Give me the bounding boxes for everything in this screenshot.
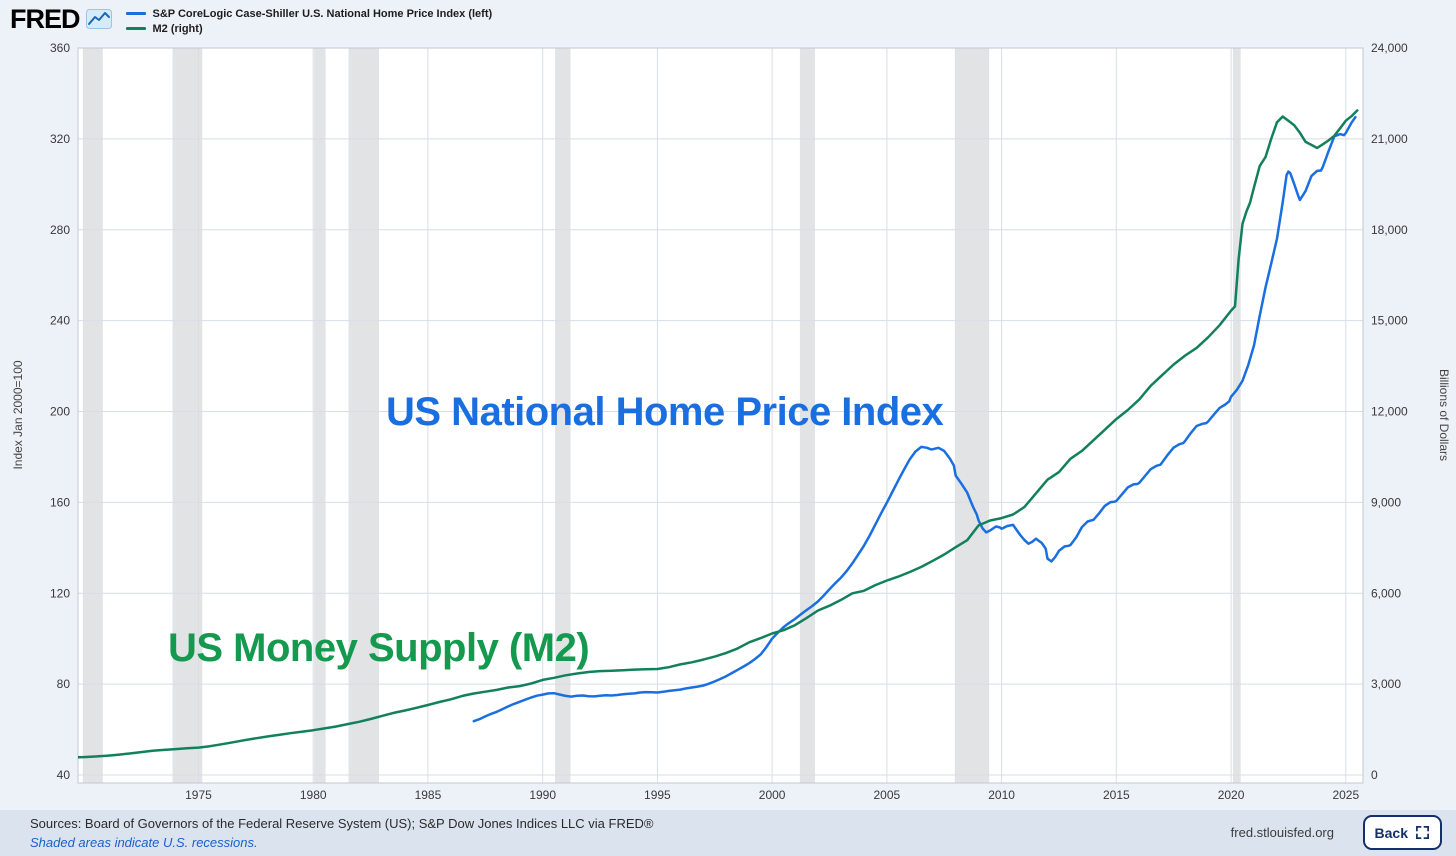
recession-band <box>1232 48 1241 783</box>
recession-band <box>348 48 379 783</box>
y-axis-left-tick-label: 160 <box>50 495 70 509</box>
recession-band <box>82 48 103 783</box>
sources-text: Sources: Board of Governors of the Feder… <box>30 816 654 831</box>
series-line-case-shiller <box>472 115 1357 723</box>
right-axis-title: Billions of Dollars <box>1437 369 1451 461</box>
annotation-money-supply: US Money Supply (M2) <box>168 626 590 670</box>
plot-background <box>78 48 1363 783</box>
y-axis-left-tick-label: 120 <box>50 586 70 600</box>
recession-band <box>799 48 815 783</box>
x-axis-tick-label: 1985 <box>415 788 442 802</box>
y-axis-right-tick-label: 0 <box>1371 768 1378 782</box>
back-button[interactable]: Back <box>1362 815 1442 850</box>
fred-logo[interactable]: FRED <box>10 4 80 34</box>
plot-border <box>77 47 1364 784</box>
x-axis-tick-label: 1990 <box>529 788 556 802</box>
y-axis-left-tick-label: 280 <box>50 223 70 237</box>
legend-swatch-m2 <box>125 27 146 30</box>
x-axis-tick-label: 2015 <box>1103 788 1130 802</box>
fred-url-link[interactable]: fred.stlouisfed.org <box>1230 825 1334 840</box>
y-axis-left-tick-label: 320 <box>50 132 70 146</box>
x-axis-tick-label: 2010 <box>988 788 1015 802</box>
back-button-label: Back <box>1374 824 1408 841</box>
y-axis-right-tick-label: 21,000 <box>1371 132 1408 146</box>
y-axis-left-tick-label: 80 <box>57 677 71 691</box>
y-axis-right-tick-label: 3,000 <box>1371 677 1401 691</box>
recession-note: Shaded areas indicate U.S. recessions. <box>30 835 258 850</box>
fred-logo-chart-icon <box>85 9 112 29</box>
x-axis-tick-label: 2005 <box>874 788 901 802</box>
x-axis-tick-label: 1995 <box>644 788 671 802</box>
x-axis-tick-label: 2020 <box>1218 788 1245 802</box>
legend-label-m2: M2 (right) <box>152 22 203 35</box>
series-line-m2 <box>78 109 1359 759</box>
left-axis-title: Index Jan 2000=100 <box>11 360 25 469</box>
chart-footer: Sources: Board of Governors of the Feder… <box>0 810 1456 856</box>
chart-legend: S&P CoreLogic Case-Shiller U.S. National… <box>125 4 493 36</box>
y-axis-right-tick-label: 12,000 <box>1371 405 1408 419</box>
y-axis-left-tick-label: 240 <box>50 314 70 328</box>
chart-header: FRED S&P CoreLogic Case-Shiller U.S. Nat… <box>10 4 492 36</box>
legend-label-case-shiller: S&P CoreLogic Case-Shiller U.S. National… <box>152 7 493 20</box>
recession-band <box>954 48 990 783</box>
recession-band <box>555 48 571 783</box>
annotation-home-price-index: US National Home Price Index <box>386 390 944 434</box>
legend-item-m2: M2 (right) <box>125 21 493 36</box>
y-axis-left-tick-label: 200 <box>50 405 70 419</box>
x-axis-tick-label: 1980 <box>300 788 327 802</box>
x-axis-tick-label: 1975 <box>185 788 212 802</box>
recession-band <box>314 48 326 783</box>
recession-band <box>172 48 203 783</box>
y-axis-right-tick-label: 24,000 <box>1371 41 1408 55</box>
y-axis-right-tick-label: 18,000 <box>1371 223 1408 237</box>
legend-swatch-case-shiller <box>125 12 146 15</box>
y-axis-right-tick-label: 15,000 <box>1371 314 1408 328</box>
chart-plot-area[interactable]: 40 80 120 160 200 240 280 320 360 0 3,000 6,000 9,00… <box>0 0 1456 808</box>
legend-item-case-shiller: S&P CoreLogic Case-Shiller U.S. National… <box>125 6 493 21</box>
x-axis-tick-label: 2000 <box>759 788 786 802</box>
y-axis-right-tick-label: 6,000 <box>1371 586 1401 600</box>
resize-arrows-icon <box>1415 825 1430 840</box>
y-axis-left-tick-label: 360 <box>50 41 70 55</box>
y-axis-left-tick-label: 40 <box>57 768 71 782</box>
y-axis-right-tick-label: 9,000 <box>1371 495 1401 509</box>
x-axis-tick-label: 2025 <box>1332 788 1359 802</box>
